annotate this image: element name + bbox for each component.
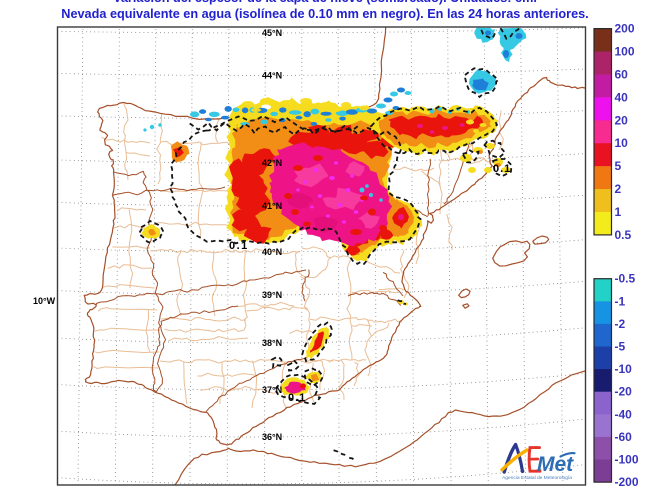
svg-text:-10: -10 [615,362,633,376]
svg-text:37°N: 37°N [262,385,282,395]
svg-text:Met: Met [537,453,574,476]
svg-text:10°W: 10°W [33,296,56,306]
svg-text:-40: -40 [615,407,633,421]
svg-text:-60: -60 [615,430,633,444]
svg-text:-20: -20 [615,385,633,399]
svg-text:44°N: 44°N [262,71,282,81]
svg-text:45°N: 45°N [262,28,282,38]
svg-text:0.1: 0.1 [493,163,511,175]
svg-text:20: 20 [615,113,629,127]
svg-text:42°N: 42°N [262,158,282,168]
svg-text:-100: -100 [615,453,639,467]
svg-text:60: 60 [615,67,629,81]
svg-text:5: 5 [615,159,622,173]
svg-text:100: 100 [615,45,635,59]
svg-text:2: 2 [615,182,622,196]
svg-text:200: 200 [615,22,635,36]
svg-text:-1: -1 [615,294,626,308]
svg-text:-2: -2 [615,317,626,331]
svg-text:38°N: 38°N [262,338,282,348]
svg-text:-200: -200 [615,475,639,487]
svg-text:40°N: 40°N [262,247,282,257]
svg-text:-0.5: -0.5 [615,272,636,286]
svg-text:Agencia Estatal de Meteorologí: Agencia Estatal de Meteorología [502,475,572,481]
svg-text:10: 10 [615,136,629,150]
svg-text:-5: -5 [615,340,626,354]
svg-text:36°N: 36°N [262,432,282,442]
svg-text:0.1: 0.1 [229,240,249,252]
svg-text:40: 40 [615,90,629,104]
svg-text:41°N: 41°N [262,201,282,211]
svg-text:39°N: 39°N [262,290,282,300]
svg-text:0.5: 0.5 [615,228,632,242]
svg-text:0.1: 0.1 [288,392,306,404]
svg-text:1: 1 [615,205,622,219]
